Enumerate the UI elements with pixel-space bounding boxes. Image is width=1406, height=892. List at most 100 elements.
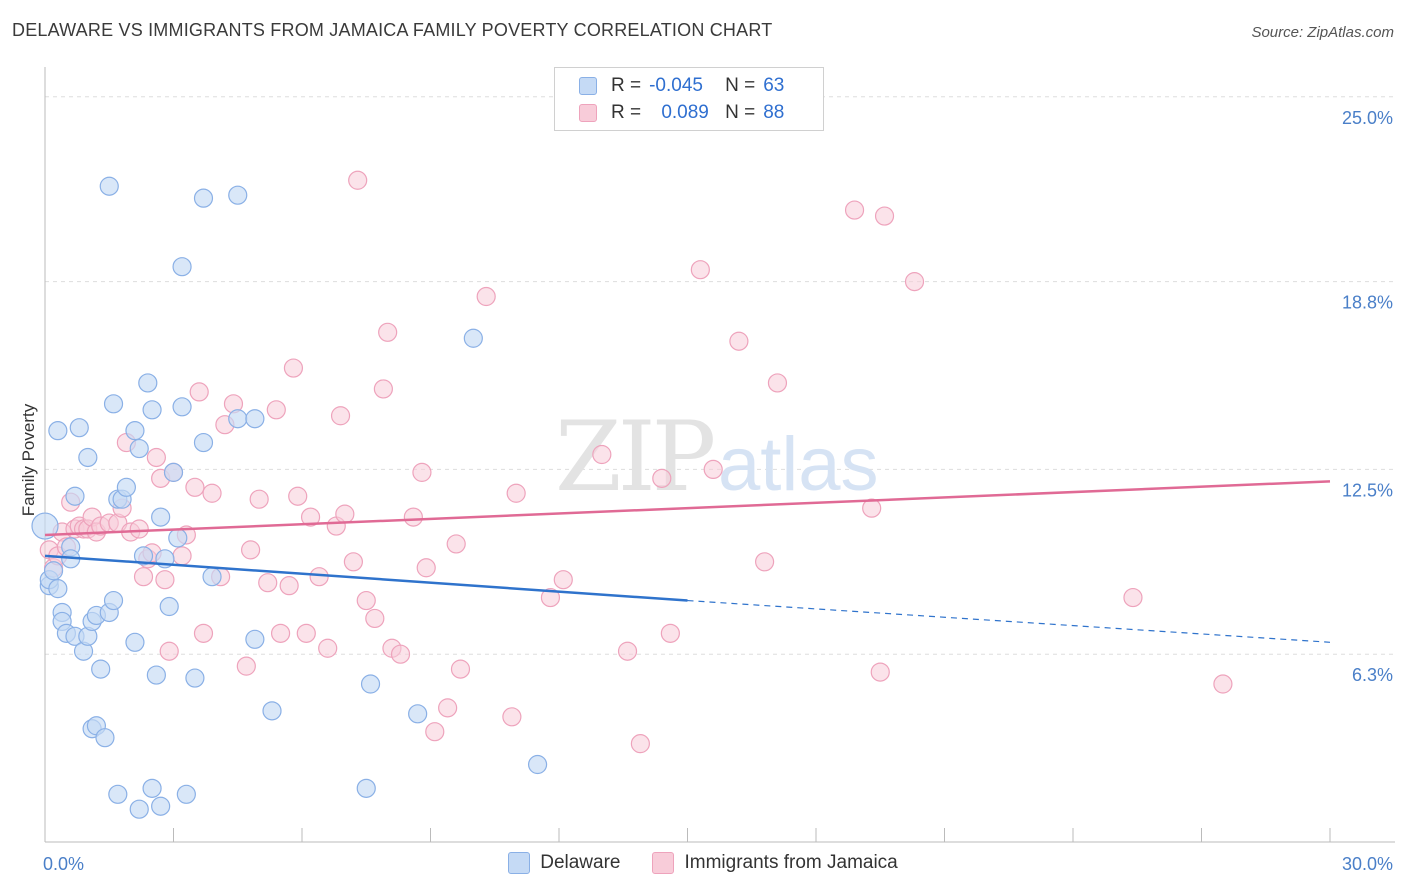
data-point-jamaica <box>874 206 895 226</box>
data-point-jamaica <box>133 567 154 587</box>
data-point-jamaica <box>1123 587 1143 608</box>
data-point-jamaica <box>300 507 321 527</box>
data-point-jamaica <box>249 489 269 509</box>
data-point-delaware <box>108 784 128 804</box>
legend-swatch-jamaica <box>579 104 597 122</box>
data-point-delaware <box>159 596 179 617</box>
data-point-delaware <box>129 799 149 819</box>
legend-r-label: R = <box>611 75 642 96</box>
data-point-jamaica <box>258 573 278 593</box>
legend-swatch-delaware <box>579 77 597 95</box>
legend-item-jamaica[interactable]: Immigrants from Jamaica <box>652 852 898 874</box>
data-point-jamaica <box>540 587 561 608</box>
data-point-jamaica <box>266 400 286 420</box>
axis-labels: 6.3% 12.5% 18.8% 25.0% 0.0% 30.0% Family Pover… <box>19 108 1393 874</box>
data-point-jamaica <box>416 558 436 578</box>
data-point-jamaica <box>390 644 411 664</box>
data-point-delaware <box>142 400 162 420</box>
data-point-jamaica <box>296 623 316 643</box>
axes <box>44 67 1395 843</box>
data-point-delaware <box>185 668 205 688</box>
source-label: Source: ZipAtlas.com <box>1251 24 1394 41</box>
data-point-jamaica <box>202 483 222 503</box>
data-point-delaware <box>99 176 119 196</box>
data-point-jamaica <box>703 459 723 480</box>
trend-line-jamaica <box>44 480 1331 537</box>
data-point-jamaica <box>159 641 179 661</box>
watermark-atlas: atlas <box>718 422 879 507</box>
data-point-delaware <box>172 397 192 417</box>
data-point-delaware <box>69 418 89 438</box>
data-point-delaware <box>103 590 124 611</box>
data-point-jamaica <box>129 519 149 539</box>
data-point-delaware <box>262 701 282 721</box>
trend-lines <box>44 480 1331 643</box>
data-point-jamaica <box>450 659 471 679</box>
data-point-jamaica <box>652 468 672 488</box>
legend-swatch-delaware <box>508 852 531 874</box>
data-point-jamaica <box>365 608 385 629</box>
data-point-delaware <box>125 632 145 652</box>
series-delaware-points <box>31 176 548 819</box>
data-point-jamaica <box>425 722 445 742</box>
legend-row-jamaica: R = 0.089 N = 88 <box>579 101 784 125</box>
data-point-jamaica <box>690 260 710 280</box>
data-point-delaware <box>31 512 59 540</box>
legend-r-value: 0.089 <box>661 102 709 123</box>
data-point-delaware <box>43 561 64 581</box>
data-point-jamaica <box>348 170 368 190</box>
legend-item-delaware[interactable]: Delaware <box>508 852 620 874</box>
y-tick-label: 12.5% <box>1342 480 1393 500</box>
data-point-jamaica <box>330 406 351 426</box>
data-point-jamaica <box>146 447 166 468</box>
data-point-jamaica <box>767 373 788 393</box>
data-point-jamaica <box>288 486 308 506</box>
data-point-delaware <box>228 409 248 429</box>
data-point-jamaica <box>862 498 882 518</box>
data-point-jamaica <box>1213 674 1233 694</box>
data-point-jamaica <box>438 698 458 718</box>
data-point-delaware <box>408 704 428 724</box>
data-point-jamaica <box>279 576 299 596</box>
data-point-jamaica <box>270 623 291 643</box>
data-point-jamaica <box>403 507 423 527</box>
data-point-delaware <box>103 394 124 414</box>
data-point-delaware <box>129 438 149 459</box>
data-point-jamaica <box>630 734 650 754</box>
data-point-jamaica <box>844 200 865 220</box>
legend-n-value: 63 <box>763 75 785 96</box>
data-point-jamaica <box>506 483 526 503</box>
data-point-delaware <box>133 546 154 566</box>
legend-n-label: N = <box>725 75 756 96</box>
data-point-jamaica <box>172 546 192 566</box>
y-tick-label: 6.3% <box>1352 665 1393 685</box>
watermark-zip: ZIP <box>555 401 714 513</box>
data-point-jamaica <box>189 382 209 402</box>
legend-r-value: -0.045 <box>649 75 703 96</box>
data-point-delaware <box>125 421 145 441</box>
data-point-delaware <box>151 507 171 527</box>
data-point-jamaica <box>754 552 775 572</box>
data-point-delaware <box>245 629 265 649</box>
data-point-jamaica <box>343 552 363 572</box>
data-point-delaware <box>168 528 188 548</box>
data-point-delaware <box>146 665 166 685</box>
data-point-jamaica <box>356 590 376 611</box>
data-point-jamaica <box>283 358 304 378</box>
legend-row-delaware: R = -0.045 N = 63 <box>579 74 784 98</box>
data-point-delaware <box>463 328 483 348</box>
data-point-jamaica <box>155 570 175 590</box>
data-point-delaware <box>202 567 222 587</box>
data-point-jamaica <box>378 322 398 342</box>
data-point-jamaica <box>335 504 355 524</box>
data-point-delaware <box>138 373 158 393</box>
data-point-delaware <box>151 796 171 816</box>
legend-swatch-jamaica <box>652 852 675 874</box>
series-legend: Delaware Immigrants from Jamaica <box>0 852 1406 874</box>
data-point-delaware <box>193 188 214 208</box>
data-point-jamaica <box>193 623 214 643</box>
data-point-delaware <box>527 754 548 775</box>
data-point-delaware <box>142 778 162 798</box>
trend-line-delaware-extrapolated <box>687 599 1331 643</box>
data-point-jamaica <box>553 570 573 590</box>
